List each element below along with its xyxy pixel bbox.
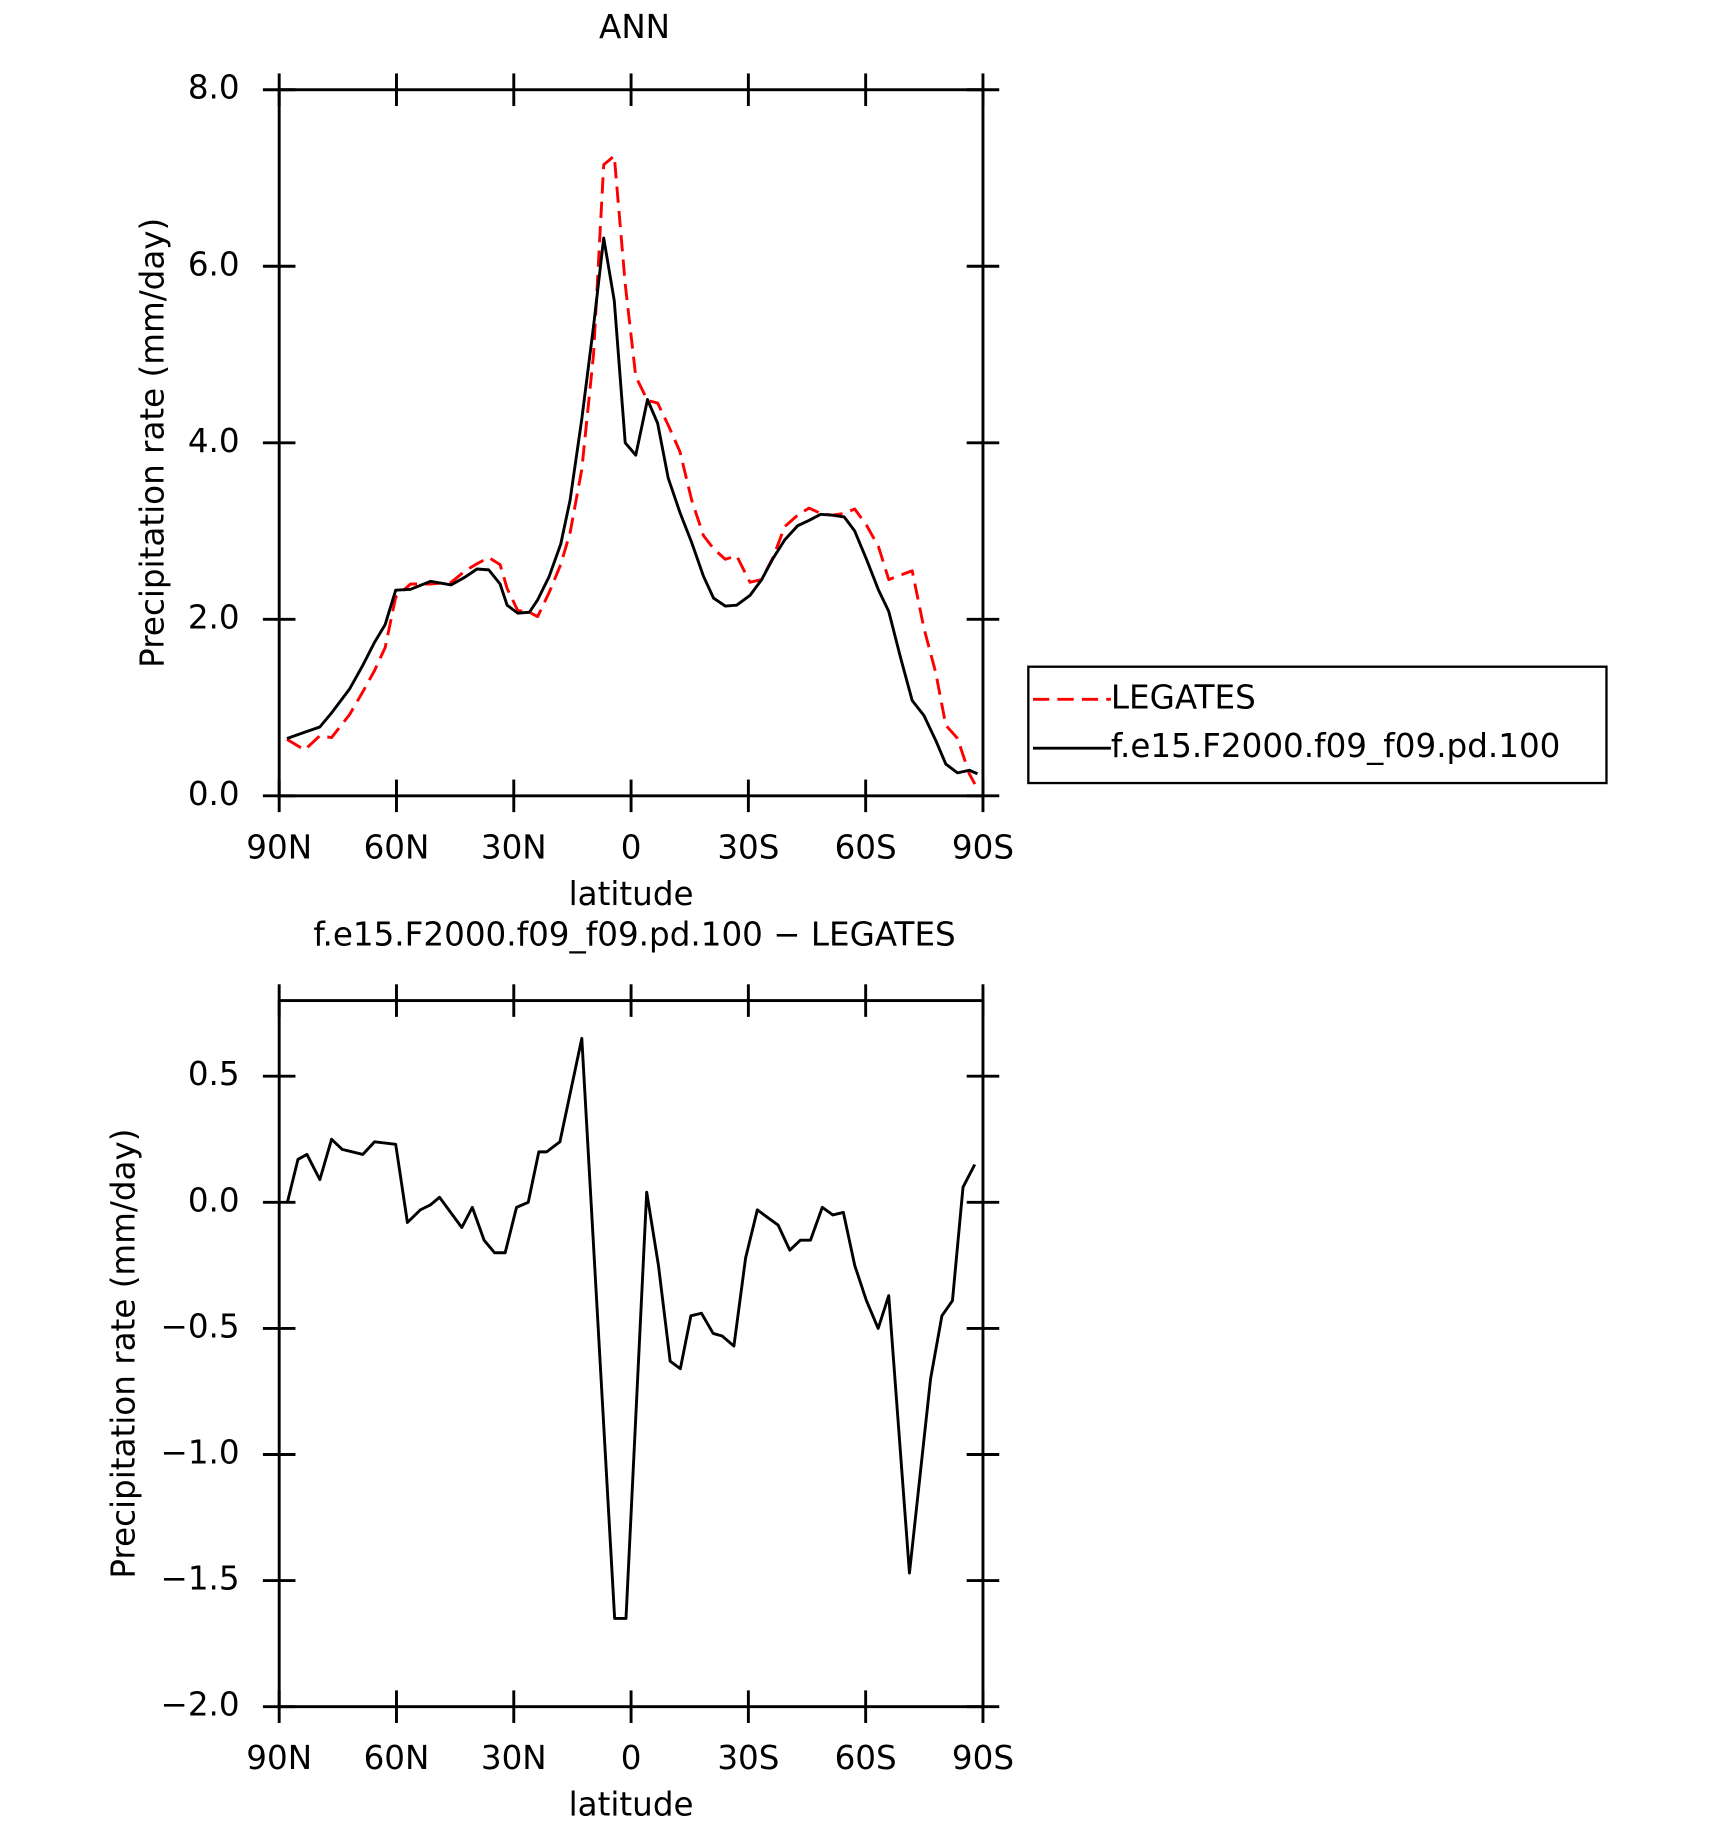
y-axis-label: Precipitation rate (mm/day) <box>134 218 172 668</box>
y-tick-label: −1.5 <box>161 1560 240 1598</box>
data-line <box>285 1036 977 1620</box>
x-tick-label: 90S <box>952 828 1014 866</box>
y-tick-label: 0.5 <box>188 1055 240 1093</box>
x-tick-label: 60N <box>364 1739 430 1777</box>
y-tick-label: 2.0 <box>188 598 240 636</box>
y-tick-label: −1.0 <box>161 1433 240 1471</box>
x-tick-label: 60S <box>835 828 897 866</box>
x-tick-label: 0 <box>621 828 642 866</box>
y-tick-label: 8.0 <box>188 69 240 107</box>
x-tick-label: 60S <box>835 1739 897 1777</box>
legend-label: LEGATES <box>1111 678 1256 716</box>
y-tick-label: 4.0 <box>188 422 240 460</box>
x-axis-label: latitude <box>569 875 694 913</box>
x-tick-label: 90S <box>952 1739 1014 1777</box>
x-axis-label: latitude <box>569 1786 694 1822</box>
plot-frame <box>277 88 985 798</box>
y-tick-label: 0.0 <box>188 775 240 813</box>
y-axis-label: Precipitation rate (mm/day) <box>105 1129 143 1579</box>
plot-frame <box>277 999 985 1709</box>
y-tick-label: −2.0 <box>161 1686 240 1724</box>
x-tick-label: 60N <box>364 828 430 866</box>
legend-label: f.e15.F2000.f09_f09.pd.100 <box>1111 727 1560 765</box>
x-tick-label: 30S <box>717 828 779 866</box>
y-tick-label: 6.0 <box>188 245 240 283</box>
x-tick-label: 30S <box>717 1739 779 1777</box>
x-tick-label: 0 <box>621 1739 642 1777</box>
chart-title: f.e15.F2000.f09_f09.pd.100 − LEGATES <box>313 916 955 954</box>
x-tick-label: 30N <box>481 1739 547 1777</box>
y-tick-label: −0.5 <box>161 1307 240 1345</box>
data-line <box>286 154 979 790</box>
data-line <box>286 236 979 776</box>
x-tick-label: 90N <box>246 1739 312 1777</box>
y-tick-label: 0.0 <box>188 1181 240 1219</box>
chart-title: ANN <box>599 8 670 46</box>
x-tick-label: 30N <box>481 828 547 866</box>
x-tick-label: 90N <box>246 828 312 866</box>
legend-box <box>1027 665 1608 785</box>
